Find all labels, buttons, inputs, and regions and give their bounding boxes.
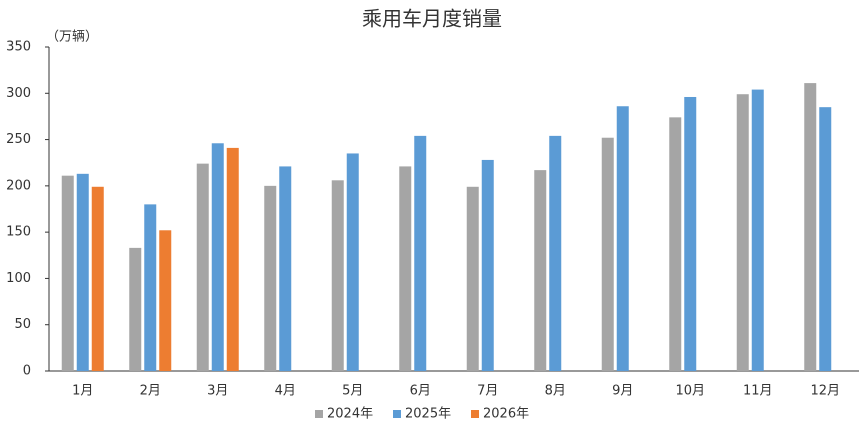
x-tick-label: 9月 xyxy=(612,384,633,399)
y-tick-label: 50 xyxy=(14,317,31,332)
y-tick-label: 350 xyxy=(6,40,31,55)
x-tick-label: 10月 xyxy=(675,384,705,399)
x-tick-label: 7月 xyxy=(477,384,498,399)
bar xyxy=(684,96,697,371)
bar xyxy=(144,204,157,371)
x-tick-label: 6月 xyxy=(410,384,431,399)
bar xyxy=(91,186,104,371)
x-tick-label: 4月 xyxy=(275,384,296,399)
bar xyxy=(616,106,629,371)
y-tick-label: 0 xyxy=(23,364,31,379)
legend-label: 2025年 xyxy=(405,407,451,422)
bar xyxy=(481,159,494,371)
bar xyxy=(399,166,412,371)
x-tick-label: 3月 xyxy=(207,384,228,399)
bar xyxy=(414,135,427,371)
y-tick-label: 100 xyxy=(6,271,31,286)
bar xyxy=(549,135,562,371)
y-axis-label: （万辆） xyxy=(46,30,98,45)
bar xyxy=(534,170,547,371)
bar xyxy=(129,247,142,371)
bar xyxy=(211,143,224,371)
bar xyxy=(331,180,344,371)
bar xyxy=(159,230,172,371)
bar xyxy=(196,163,209,371)
x-tick-label: 5月 xyxy=(342,384,363,399)
x-tick-label: 1月 xyxy=(72,384,93,399)
chart-title: 乘用车月度销量 xyxy=(362,7,502,31)
bar xyxy=(466,186,479,371)
y-tick-label: 150 xyxy=(6,225,31,240)
legend-swatch xyxy=(315,410,323,418)
bar xyxy=(736,94,749,371)
bar xyxy=(76,173,89,371)
x-tick-label: 2月 xyxy=(140,384,161,399)
bar xyxy=(804,83,817,372)
x-tick-label: 8月 xyxy=(545,384,566,399)
bar xyxy=(226,147,239,371)
y-tick-label: 200 xyxy=(6,178,31,193)
bar xyxy=(264,185,277,371)
legend-label: 2024年 xyxy=(327,407,373,422)
y-tick-label: 300 xyxy=(6,86,31,101)
bar xyxy=(669,117,682,372)
bar xyxy=(346,153,359,371)
legend-swatch xyxy=(393,410,401,418)
bar xyxy=(601,137,614,371)
x-tick-label: 12月 xyxy=(810,384,840,399)
bar xyxy=(819,107,832,372)
legend-label: 2026年 xyxy=(483,407,529,422)
bar xyxy=(279,166,292,371)
x-tick-label: 11月 xyxy=(743,384,773,399)
y-tick-label: 250 xyxy=(6,132,31,147)
bar xyxy=(751,89,764,371)
legend-swatch xyxy=(471,410,479,418)
bar xyxy=(61,175,74,371)
